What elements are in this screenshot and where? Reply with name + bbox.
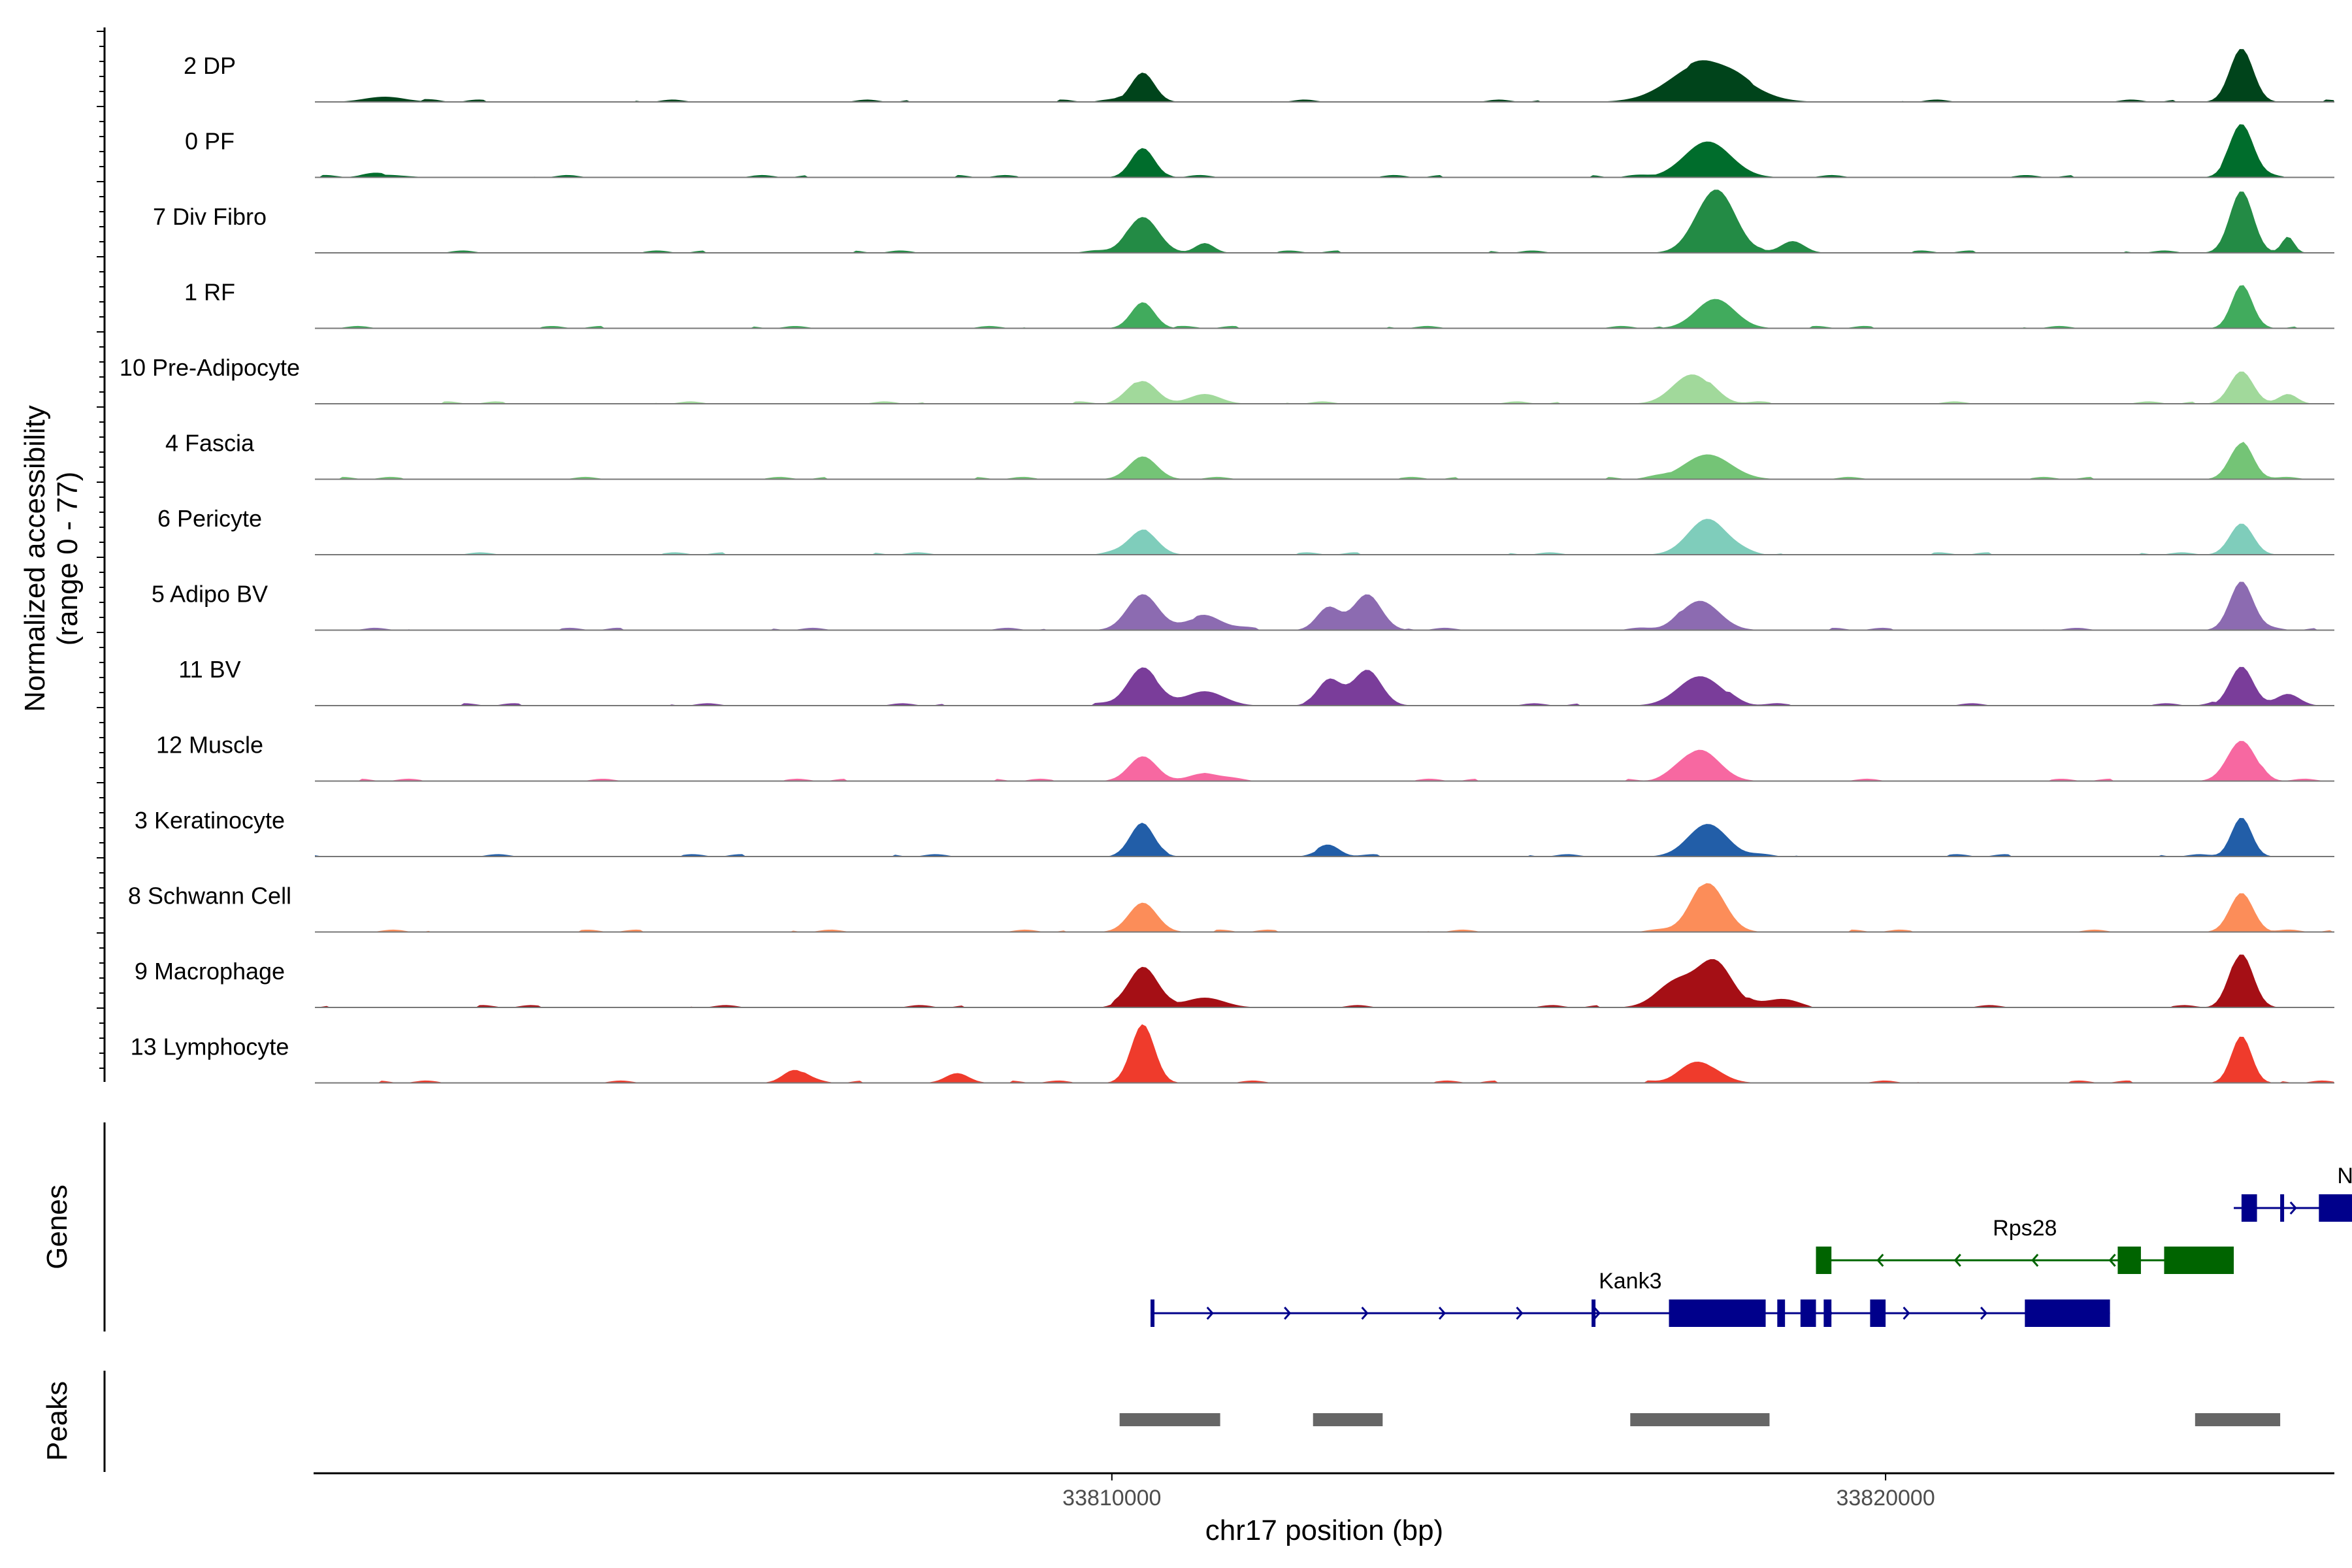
track-label: 2 DP xyxy=(184,52,236,79)
gene-name: Ndufa7 xyxy=(2337,1164,2352,1188)
exon xyxy=(1816,1247,1832,1274)
gene-kank3: Kank3 xyxy=(1151,1269,2110,1327)
coverage-area xyxy=(315,442,2334,480)
gene-ndufa7: Ndufa7 xyxy=(2234,1164,2352,1222)
peak-region xyxy=(1630,1413,1770,1426)
track-7: 6 Pericyte xyxy=(157,505,2334,555)
strand-arrow xyxy=(1953,1254,1961,1267)
peak-region xyxy=(1119,1413,1220,1426)
track-label: 8 Schwann Cell xyxy=(128,883,291,909)
peaks-track: Peaks xyxy=(41,1371,2281,1472)
track-2: 0 PF xyxy=(185,124,2334,178)
strand-arrow xyxy=(1903,1307,1910,1320)
track-label: 13 Lymphocyte xyxy=(131,1034,289,1060)
strand-arrow xyxy=(1593,1307,1601,1320)
track-label: 11 BV xyxy=(178,656,240,683)
track-label: 10 Pre-Adipocyte xyxy=(120,354,300,381)
coverage-area xyxy=(315,741,2334,781)
track-label: 1 RF xyxy=(184,279,235,306)
gene-rps28: Rps28 xyxy=(1816,1216,2234,1274)
strand-arrow xyxy=(1980,1307,1988,1320)
track-label: 6 Pericyte xyxy=(157,505,262,532)
exon xyxy=(2241,1194,2257,1222)
gene-name: Rps28 xyxy=(1993,1216,2057,1241)
track-9: 11 BV xyxy=(178,656,2334,706)
track-1: 2 DP xyxy=(184,49,2334,103)
x-tick-label: 33820000 xyxy=(1836,1486,1935,1511)
track-8: 5 Adipo BV xyxy=(152,581,2334,631)
coverage-area xyxy=(315,883,2334,932)
track-12: 8 Schwann Cell xyxy=(128,883,2334,933)
coverage-area xyxy=(315,955,2334,1007)
exon xyxy=(2025,1299,2064,1327)
coverage-area xyxy=(315,581,2334,630)
track-label: 7 Div Fibro xyxy=(153,203,267,230)
coverage-area xyxy=(315,1024,2334,1083)
track-6: 4 Fascia xyxy=(165,430,2334,480)
coverage-area xyxy=(315,285,2334,329)
track-11: 3 Keratinocyte xyxy=(135,807,2334,857)
strand-arrow xyxy=(1361,1307,1369,1320)
strand-arrow xyxy=(1438,1307,1446,1320)
exon xyxy=(2164,1247,2234,1274)
track-label: 12 Muscle xyxy=(156,732,263,759)
track-14: 13 Lymphocyte xyxy=(131,1024,2334,1084)
peak-region xyxy=(1313,1413,1383,1426)
exon xyxy=(2280,1194,2285,1222)
track-label: 9 Macrophage xyxy=(135,958,285,985)
genes-panel-label: Genes xyxy=(41,1184,73,1269)
strand-arrow xyxy=(1206,1307,1214,1320)
coverage-area xyxy=(315,49,2334,102)
coverage-area xyxy=(315,189,2334,253)
track-10: 12 Muscle xyxy=(156,732,2334,782)
gene-name: Kank3 xyxy=(1599,1269,1661,1294)
track-label: 3 Keratinocyte xyxy=(135,807,285,834)
track-label: 4 Fascia xyxy=(165,430,255,457)
track-label: 0 PF xyxy=(185,128,235,155)
strand-arrow xyxy=(2031,1254,2039,1267)
track-4: 1 RF xyxy=(184,279,2334,329)
strand-arrow xyxy=(1876,1254,1884,1267)
strand-arrow xyxy=(1516,1307,1524,1320)
track-label: 5 Adipo BV xyxy=(152,581,268,608)
peak-region xyxy=(2195,1413,2281,1426)
exon xyxy=(2117,1247,2141,1274)
strand-arrow xyxy=(2108,1254,2116,1267)
strand-arrow xyxy=(1284,1307,1292,1320)
y-axis xyxy=(97,27,106,1082)
exon xyxy=(1151,1299,1155,1327)
track-3: 7 Div Fibro xyxy=(153,189,2334,253)
track-5: 10 Pre-Adipocyte xyxy=(120,354,2334,404)
x-tick-label: 33810000 xyxy=(1062,1486,1161,1511)
coverage-area xyxy=(315,519,2334,555)
exon xyxy=(2319,1194,2352,1222)
coverage-area xyxy=(315,666,2334,706)
coverage-area xyxy=(315,818,2334,857)
exon xyxy=(1800,1299,1816,1327)
exon xyxy=(1870,1299,1886,1327)
track-13: 9 Macrophage xyxy=(135,955,2334,1008)
peaks-panel-label: Peaks xyxy=(41,1381,73,1461)
exon xyxy=(1592,1299,1596,1327)
exon xyxy=(1823,1299,1832,1327)
y-axis-title-line2: (range 0 - 77) xyxy=(52,472,84,646)
exon xyxy=(1669,1299,1766,1327)
y-axis-title-line1: Normalized accessibility xyxy=(19,405,51,711)
coverage-tracks: 2 DP 0 PF 7 Div Fibro 1 RF 10 Pre-Adipocyte 4… xyxy=(120,49,2334,1084)
strand-arrow xyxy=(2289,1201,2297,1215)
coverage-area xyxy=(315,371,2334,404)
genes-track: Genes Kank3 Rps28 Ndufa7 xyxy=(41,1122,2352,1331)
x-axis-title: chr17 position (bp) xyxy=(1205,1514,1443,1546)
x-axis: 33810000 33820000 xyxy=(314,1472,2334,1511)
exon xyxy=(2063,1299,2110,1327)
coverage-area xyxy=(315,124,2334,178)
exon xyxy=(1777,1299,1786,1327)
